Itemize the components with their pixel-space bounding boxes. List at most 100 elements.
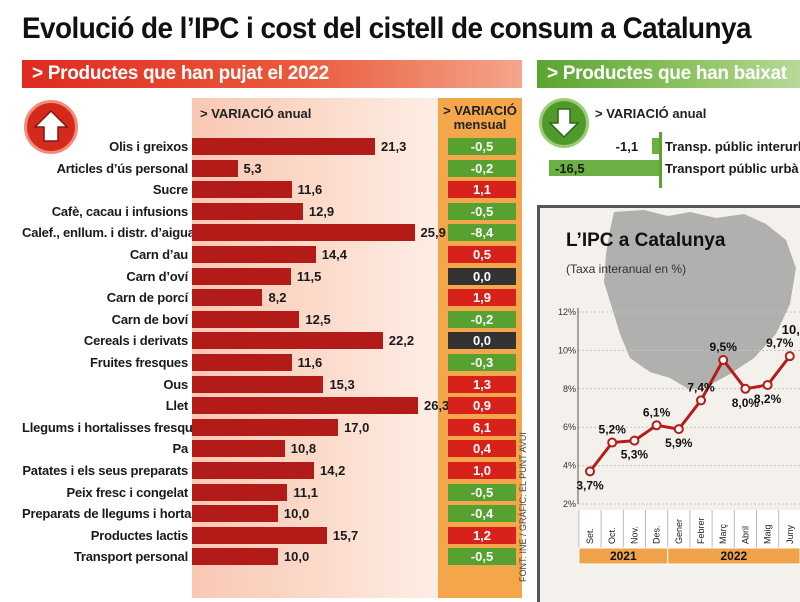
x-axis-band xyxy=(578,510,800,548)
fall-panel: > VARIACIÓ anual -1,1 Transp. públic inte… xyxy=(537,90,800,190)
y-tick-label: 6% xyxy=(563,422,576,432)
annual-value-label: 26,3 xyxy=(423,398,450,414)
monthly-value-badge: 0,0 xyxy=(448,267,516,285)
monthly-value-badge: 1,1 xyxy=(448,181,516,199)
fall-category-label: Transp. públic interurbà xyxy=(665,139,800,154)
annual-bar xyxy=(192,440,285,458)
annual-value-label: 25,9 xyxy=(420,225,446,241)
x-tick-label: Des. xyxy=(652,525,662,544)
annual-bar xyxy=(192,267,291,285)
category-label: Articles d’ús personal xyxy=(56,160,189,176)
annual-bar xyxy=(192,181,292,199)
ipc-data-label: 9,5% xyxy=(710,340,738,354)
ipc-data-label: 8,0% xyxy=(732,396,760,410)
annual-value-label: 14,2 xyxy=(320,463,346,478)
monthly-value-badge: -0,2 xyxy=(448,159,516,177)
x-tick-label: Abril xyxy=(740,526,750,544)
ipc-extra-label: 10, xyxy=(782,322,800,337)
ipc-data-point xyxy=(696,395,706,406)
annual-value-label: 10,0 xyxy=(283,549,310,565)
ipc-data-label: 5,3% xyxy=(621,448,649,462)
annual-value-label: 11,1 xyxy=(293,484,318,500)
annual-bar xyxy=(192,159,238,177)
year-band-label: 2022 xyxy=(720,549,747,563)
category-label: Carn d’au xyxy=(129,247,188,262)
monthly-variation-header: > VARIACIÓ mensual xyxy=(438,104,522,132)
rise-section-header: > Productes que han pujat el 2022 xyxy=(22,60,522,88)
category-label: Carn de boví xyxy=(111,311,189,327)
monthly-value-badge: 0,4 xyxy=(448,440,516,458)
annual-bar xyxy=(192,548,278,566)
monthly-value-badge: -0,5 xyxy=(448,202,516,220)
ipc-data-label: 6,1% xyxy=(643,405,671,419)
fall-value-label: -16,5 xyxy=(555,161,585,176)
ipc-data-label: 8,2% xyxy=(754,392,782,406)
up-arrow-icon xyxy=(24,100,78,154)
ipc-data-point xyxy=(585,466,595,477)
annual-value-label: 14,4 xyxy=(321,247,348,262)
annual-bar xyxy=(192,418,339,436)
page-title: Evolució de l’IPC i cost del cistell de … xyxy=(22,12,751,45)
monthly-value-badge: 1,9 xyxy=(448,289,516,307)
annual-value-label: 15,7 xyxy=(332,527,359,543)
monthly-value-badge: -0,5 xyxy=(448,483,516,501)
monthly-value-badge: 6,1 xyxy=(448,418,516,436)
ipc-data-label: 3,7% xyxy=(576,478,604,492)
x-tick-label: Nov. xyxy=(629,526,639,544)
down-arrow-icon xyxy=(539,98,589,148)
category-label: Pa xyxy=(172,441,188,457)
annual-bar xyxy=(192,483,288,501)
category-label: Llegums i hortalisses fresques xyxy=(22,419,207,435)
year-band-label: 2021 xyxy=(610,549,637,563)
ipc-data-point xyxy=(784,351,795,362)
annual-bar xyxy=(192,332,383,350)
y-tick-label: 10% xyxy=(558,345,576,355)
ipc-data-label: 7,4% xyxy=(687,380,715,394)
annual-value-label: 10,8 xyxy=(290,441,317,457)
ipc-data-point xyxy=(651,420,662,431)
annual-value-label: 22,2 xyxy=(388,333,415,349)
x-tick-label: Febrer xyxy=(696,517,706,544)
category-label: Productes lactis xyxy=(90,527,188,543)
monthly-header-line2: mensual xyxy=(453,117,507,132)
ipc-series-line xyxy=(588,355,791,473)
monthly-value-badge: 0,0 xyxy=(448,332,516,350)
annual-value-label: 11,5 xyxy=(296,268,322,284)
ipc-line-chart: 2% 4% 6% 8% 10% 12% Set. Oct. Nov. Des. Gener Febre… xyxy=(558,307,800,565)
monthly-value-badge: -0,2 xyxy=(448,310,516,328)
annual-bar xyxy=(192,397,418,415)
category-label: Transport personal xyxy=(73,549,188,565)
ipc-data-point xyxy=(740,383,751,394)
annual-bar xyxy=(192,138,376,155)
annual-bar xyxy=(192,289,263,307)
annual-value-label: 5,3 xyxy=(243,160,262,176)
annual-bar xyxy=(192,310,300,328)
annual-value-label: 15,3 xyxy=(329,376,355,392)
x-tick-label: Oct. xyxy=(607,527,617,544)
category-label: Cereals i derivats xyxy=(83,333,188,349)
monthly-value-badge: -0,5 xyxy=(448,548,516,566)
category-label: Olis i greixos xyxy=(109,139,188,154)
annual-value-label: 11,6 xyxy=(297,355,323,370)
annual-bar xyxy=(192,202,303,220)
monthly-value-badge: -0,5 xyxy=(448,138,516,155)
annual-bar xyxy=(192,354,292,371)
annual-variation-header: > VARIACIÓ anual xyxy=(200,106,312,121)
annual-bar xyxy=(192,375,324,393)
fall-value-label: -1,1 xyxy=(615,139,639,154)
category-label: Carn d’oví xyxy=(126,268,188,284)
ipc-data-point xyxy=(762,379,773,390)
category-label: Sucre xyxy=(152,182,188,198)
category-label: Calef., enllum. i distr. d’aigua xyxy=(22,225,195,241)
monthly-value-badge: -0,3 xyxy=(448,354,516,371)
fall-category-label: Transport públic urbà xyxy=(665,161,799,176)
x-tick-label: Gener xyxy=(674,519,684,544)
rise-panel: > VARIACIÓ anual > VARIACIÓ mensual Olis… xyxy=(22,90,522,602)
annual-bar xyxy=(192,224,415,242)
monthly-value-badge: 1,0 xyxy=(448,462,516,479)
annual-bar xyxy=(192,462,314,479)
annual-value-label: 10,0 xyxy=(283,506,310,522)
ipc-data-point xyxy=(607,437,618,448)
annual-value-label: 8,2 xyxy=(268,290,287,306)
x-tick-label: Maig xyxy=(763,524,773,544)
